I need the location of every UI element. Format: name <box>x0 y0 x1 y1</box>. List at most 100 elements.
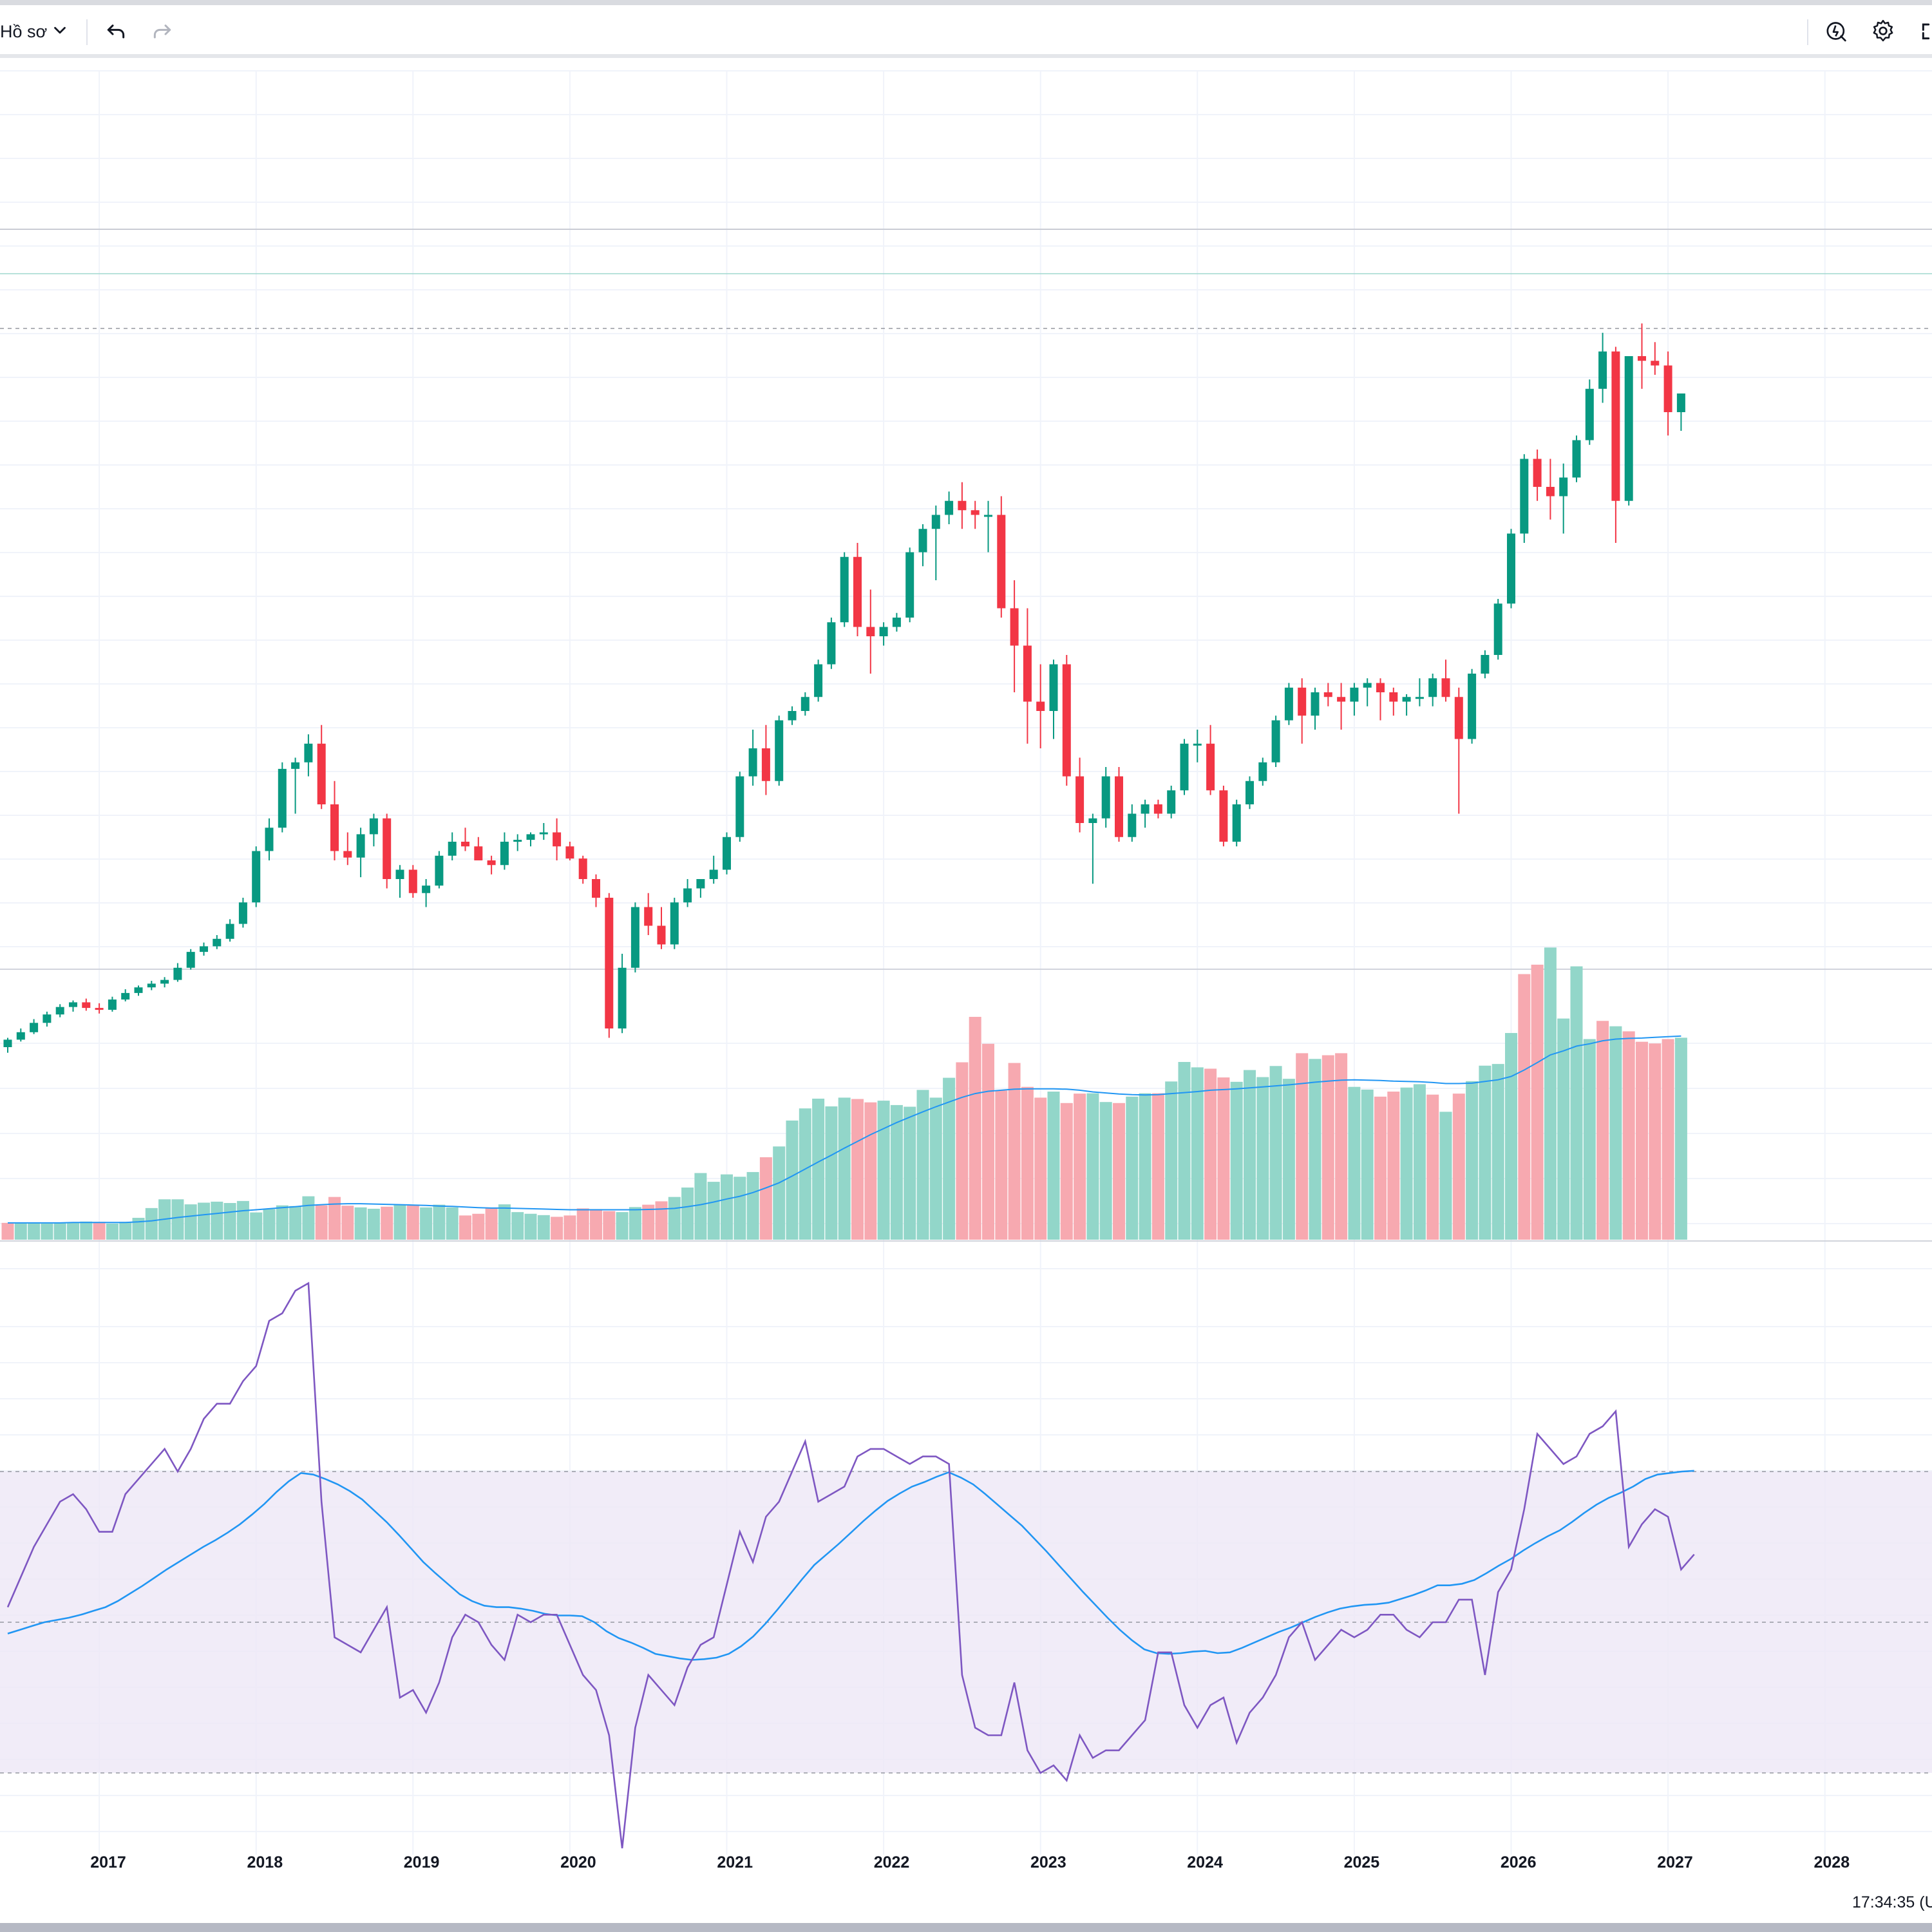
candle-body <box>709 869 718 879</box>
volume-bar <box>1426 1094 1439 1240</box>
candle <box>1559 463 1568 534</box>
volume-bar <box>1609 1026 1622 1240</box>
chevron-down-icon[interactable] <box>50 21 70 40</box>
volume-bar <box>1505 1033 1517 1240</box>
volume-bar <box>537 1215 550 1240</box>
candle <box>422 879 431 907</box>
candle-body <box>1284 687 1293 721</box>
volume-bar <box>786 1120 799 1240</box>
volume-bar <box>1387 1092 1400 1240</box>
candle <box>618 954 627 1034</box>
volume-bar <box>1544 947 1557 1240</box>
volume-bar <box>1374 1096 1387 1240</box>
volume-bar <box>1636 1041 1648 1240</box>
candle-body <box>95 1008 104 1010</box>
candle-body <box>553 832 562 847</box>
volume-bar <box>446 1207 459 1240</box>
candle <box>630 902 639 972</box>
gear-icon[interactable] <box>1870 18 1896 44</box>
candle <box>1219 786 1228 847</box>
volume-bar <box>223 1203 236 1240</box>
candle <box>709 855 718 884</box>
candle-body <box>291 762 300 769</box>
candle <box>1193 730 1202 762</box>
candle <box>200 942 208 956</box>
volume-bar <box>145 1208 158 1240</box>
profile-menu-label[interactable]: Hồ sơ <box>0 22 48 41</box>
candle <box>1088 813 1097 884</box>
volume-bar <box>472 1213 485 1240</box>
candle <box>134 985 143 996</box>
candle-body <box>200 946 208 952</box>
candle-body <box>761 748 770 781</box>
candle-body <box>1624 356 1633 501</box>
candle-body <box>461 842 469 847</box>
candle-body <box>1507 533 1515 604</box>
volume-bar <box>1361 1089 1374 1240</box>
volume-bar <box>982 1043 994 1240</box>
volume-bar <box>1139 1093 1151 1240</box>
candle-body <box>1128 813 1137 837</box>
candle <box>1402 694 1411 716</box>
candle-body <box>160 980 169 984</box>
candle <box>1638 323 1646 389</box>
candle <box>814 659 823 702</box>
candle <box>1115 767 1123 842</box>
volume-bar <box>1113 1103 1125 1240</box>
candle-body <box>788 711 797 721</box>
volume-bar <box>734 1177 746 1240</box>
rsi-ma-line <box>7 1470 1694 1661</box>
candle <box>461 828 469 851</box>
redo-icon[interactable] <box>149 18 175 44</box>
candle <box>1206 724 1215 795</box>
volume-bar <box>433 1204 446 1240</box>
alert-icon[interactable] <box>1824 18 1850 44</box>
candle <box>775 715 784 786</box>
candle <box>1598 332 1607 403</box>
candle-body <box>696 879 705 889</box>
candle <box>879 622 888 646</box>
candle <box>565 842 574 860</box>
candle <box>800 692 810 716</box>
volume-bar <box>551 1217 564 1240</box>
chart-area[interactable]: 2017 2018 2019 2020 2021 2022 2023 2024 2025 2026… <box>0 58 1932 1887</box>
candle-body <box>931 515 940 529</box>
candle <box>95 1003 104 1014</box>
candle <box>448 832 457 860</box>
candle <box>1271 715 1280 767</box>
candle <box>696 879 705 898</box>
candle <box>723 832 731 875</box>
undo-icon[interactable] <box>103 18 129 44</box>
candle-body <box>1311 692 1320 716</box>
volume-bar <box>655 1201 668 1240</box>
candle-body <box>1389 692 1398 702</box>
candle <box>1010 580 1019 692</box>
candle <box>1036 664 1045 748</box>
candle-body <box>369 818 378 835</box>
candle-body <box>1363 683 1372 688</box>
candle-body <box>1232 804 1241 842</box>
candle-body <box>186 952 195 968</box>
candle <box>958 482 967 529</box>
candle-body <box>526 834 535 840</box>
volume-bar <box>132 1218 145 1240</box>
x-axis-tick-label: 2020 <box>560 1853 596 1871</box>
candle <box>761 724 770 795</box>
volume-bar <box>1165 1081 1178 1240</box>
candle <box>1153 799 1162 819</box>
candle-body <box>565 846 574 859</box>
candle <box>735 772 744 842</box>
candle <box>3 1037 12 1053</box>
candle-body <box>225 923 234 939</box>
fullscreen-icon[interactable] <box>1917 18 1932 44</box>
candle <box>1049 659 1058 739</box>
candle-body <box>853 556 862 627</box>
candle <box>788 706 797 725</box>
candle-body <box>1115 776 1123 837</box>
x-axis-tick-label: 2025 <box>1344 1853 1380 1871</box>
candle-body <box>1193 743 1202 746</box>
volume-bar <box>1518 974 1531 1240</box>
candle-body <box>69 1002 77 1007</box>
volume-bar <box>616 1212 629 1240</box>
toolbar-divider <box>0 54 1932 58</box>
